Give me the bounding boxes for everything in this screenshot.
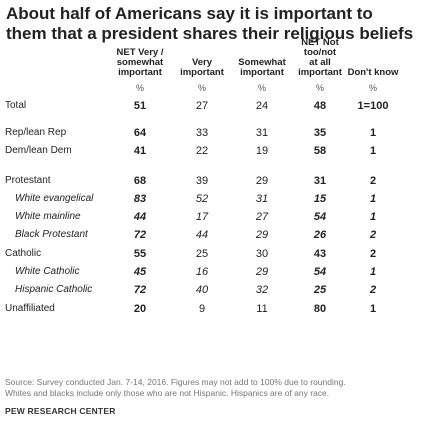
table-cell: 24 bbox=[255, 100, 269, 112]
table-cell: 2 bbox=[369, 248, 377, 260]
table-cell: 44 bbox=[195, 229, 209, 241]
table-cell: 68 bbox=[133, 175, 147, 187]
row-label: Unaffiliated bbox=[5, 303, 55, 314]
table-cell: 58 bbox=[313, 145, 327, 157]
table-cell: 40 bbox=[195, 284, 209, 296]
percent-marker: % bbox=[315, 83, 324, 93]
percent-marker: % bbox=[135, 83, 144, 93]
table-cell: 20 bbox=[133, 303, 147, 315]
table-cell: 54 bbox=[313, 266, 327, 278]
table-cell: 54 bbox=[313, 211, 327, 223]
column-header-line: somewhat bbox=[116, 57, 164, 68]
table-cell: 72 bbox=[133, 284, 147, 296]
column-header-1: NET Very / somewhat important bbox=[107, 48, 173, 78]
percent-marker: % bbox=[197, 83, 206, 93]
table-cell: 17 bbox=[195, 211, 209, 223]
table-cell: 1 bbox=[369, 145, 377, 157]
table-cell: 26 bbox=[313, 229, 327, 241]
table-cell: 1 bbox=[369, 211, 377, 223]
row-label: White evangelical bbox=[15, 193, 94, 204]
table-cell: 55 bbox=[133, 248, 147, 260]
table-cell: 19 bbox=[255, 145, 269, 157]
column-header-4: NET Not too/not at all important bbox=[287, 38, 353, 78]
column-header-line: important bbox=[298, 67, 342, 78]
table-cell: 22 bbox=[195, 145, 209, 157]
table-cell: 1 bbox=[369, 193, 377, 205]
table-cell: 27 bbox=[255, 211, 269, 223]
table-cell: 31 bbox=[255, 193, 269, 205]
table-cell: 72 bbox=[133, 229, 147, 241]
column-header-line: Very bbox=[191, 57, 213, 68]
column-header-3: Somewhat important bbox=[229, 58, 295, 78]
row-label: Total bbox=[5, 100, 27, 111]
table-cell: 30 bbox=[255, 248, 269, 260]
row-label: Rep/lean Rep bbox=[5, 127, 67, 138]
table-cell: 11 bbox=[256, 303, 268, 315]
row-label: Hispanic Catholic bbox=[15, 284, 93, 295]
table-cell: 48 bbox=[313, 100, 327, 112]
column-header-line: important bbox=[118, 67, 162, 78]
table-cell: 27 bbox=[195, 100, 209, 112]
column-header-line: NET Not bbox=[301, 37, 339, 48]
column-header-line: Don't know bbox=[347, 67, 399, 78]
table-cell: 1 bbox=[369, 303, 377, 315]
column-header-2: Very important bbox=[169, 58, 235, 78]
percent-marker: % bbox=[368, 83, 377, 93]
table-cell: 1 bbox=[369, 127, 377, 139]
table-cell: 16 bbox=[195, 266, 209, 278]
table-cell: 25 bbox=[313, 284, 327, 296]
table-cell: 52 bbox=[195, 193, 209, 205]
table-cell: 41 bbox=[133, 145, 147, 157]
table-cell: 80 bbox=[313, 303, 327, 315]
table-cell: 31 bbox=[255, 127, 269, 139]
row-label: White Catholic bbox=[15, 266, 80, 277]
table-cell: 1 bbox=[369, 266, 377, 278]
race-note: Whites and blacks include only those who… bbox=[5, 388, 330, 398]
source-organization: PEW RESEARCH CENTER bbox=[5, 406, 116, 416]
table-cell: 25 bbox=[195, 248, 209, 260]
table-cell: 44 bbox=[133, 211, 147, 223]
table-cell: 31 bbox=[313, 175, 327, 187]
row-label: Dem/lean Dem bbox=[5, 145, 72, 156]
table-cell: 33 bbox=[195, 127, 209, 139]
column-header-line: too/not bbox=[303, 47, 337, 58]
table-cell: 2 bbox=[369, 175, 377, 187]
table-cell: 9 bbox=[198, 303, 206, 315]
row-label: Protestant bbox=[5, 175, 51, 186]
column-header-line: important bbox=[240, 67, 284, 78]
column-header-5: Don't know bbox=[340, 68, 406, 78]
table-cell: 39 bbox=[195, 175, 209, 187]
table-cell: 83 bbox=[133, 193, 147, 205]
table-cell: 35 bbox=[313, 127, 327, 139]
table-cell: 29 bbox=[255, 229, 269, 241]
column-header-line: Somewhat bbox=[238, 57, 286, 68]
column-header-line: at all bbox=[309, 57, 331, 68]
table-cell: 45 bbox=[133, 266, 147, 278]
table-cell: 29 bbox=[255, 266, 269, 278]
table-cell: 2 bbox=[369, 284, 377, 296]
table-cell: 43 bbox=[313, 248, 327, 260]
percent-marker: % bbox=[257, 83, 266, 93]
row-label: Catholic bbox=[5, 248, 42, 259]
table-cell: 64 bbox=[133, 127, 147, 139]
source-note: Source: Survey conducted Jan. 7-14, 2016… bbox=[5, 377, 346, 387]
table-cell: 15 bbox=[313, 193, 327, 205]
table-cell: 32 bbox=[255, 284, 269, 296]
column-header-line: NET Very / bbox=[116, 47, 164, 58]
chart-title: About half of Americans say it is import… bbox=[6, 4, 414, 43]
row-label: Black Protestant bbox=[15, 229, 88, 240]
table-cell: 1=100 bbox=[357, 100, 389, 112]
row-label: White mainline bbox=[15, 211, 81, 222]
table-cell: 51 bbox=[133, 100, 147, 112]
table-cell: 2 bbox=[369, 229, 377, 241]
column-header-line: important bbox=[180, 67, 224, 78]
table-cell: 29 bbox=[255, 175, 269, 187]
